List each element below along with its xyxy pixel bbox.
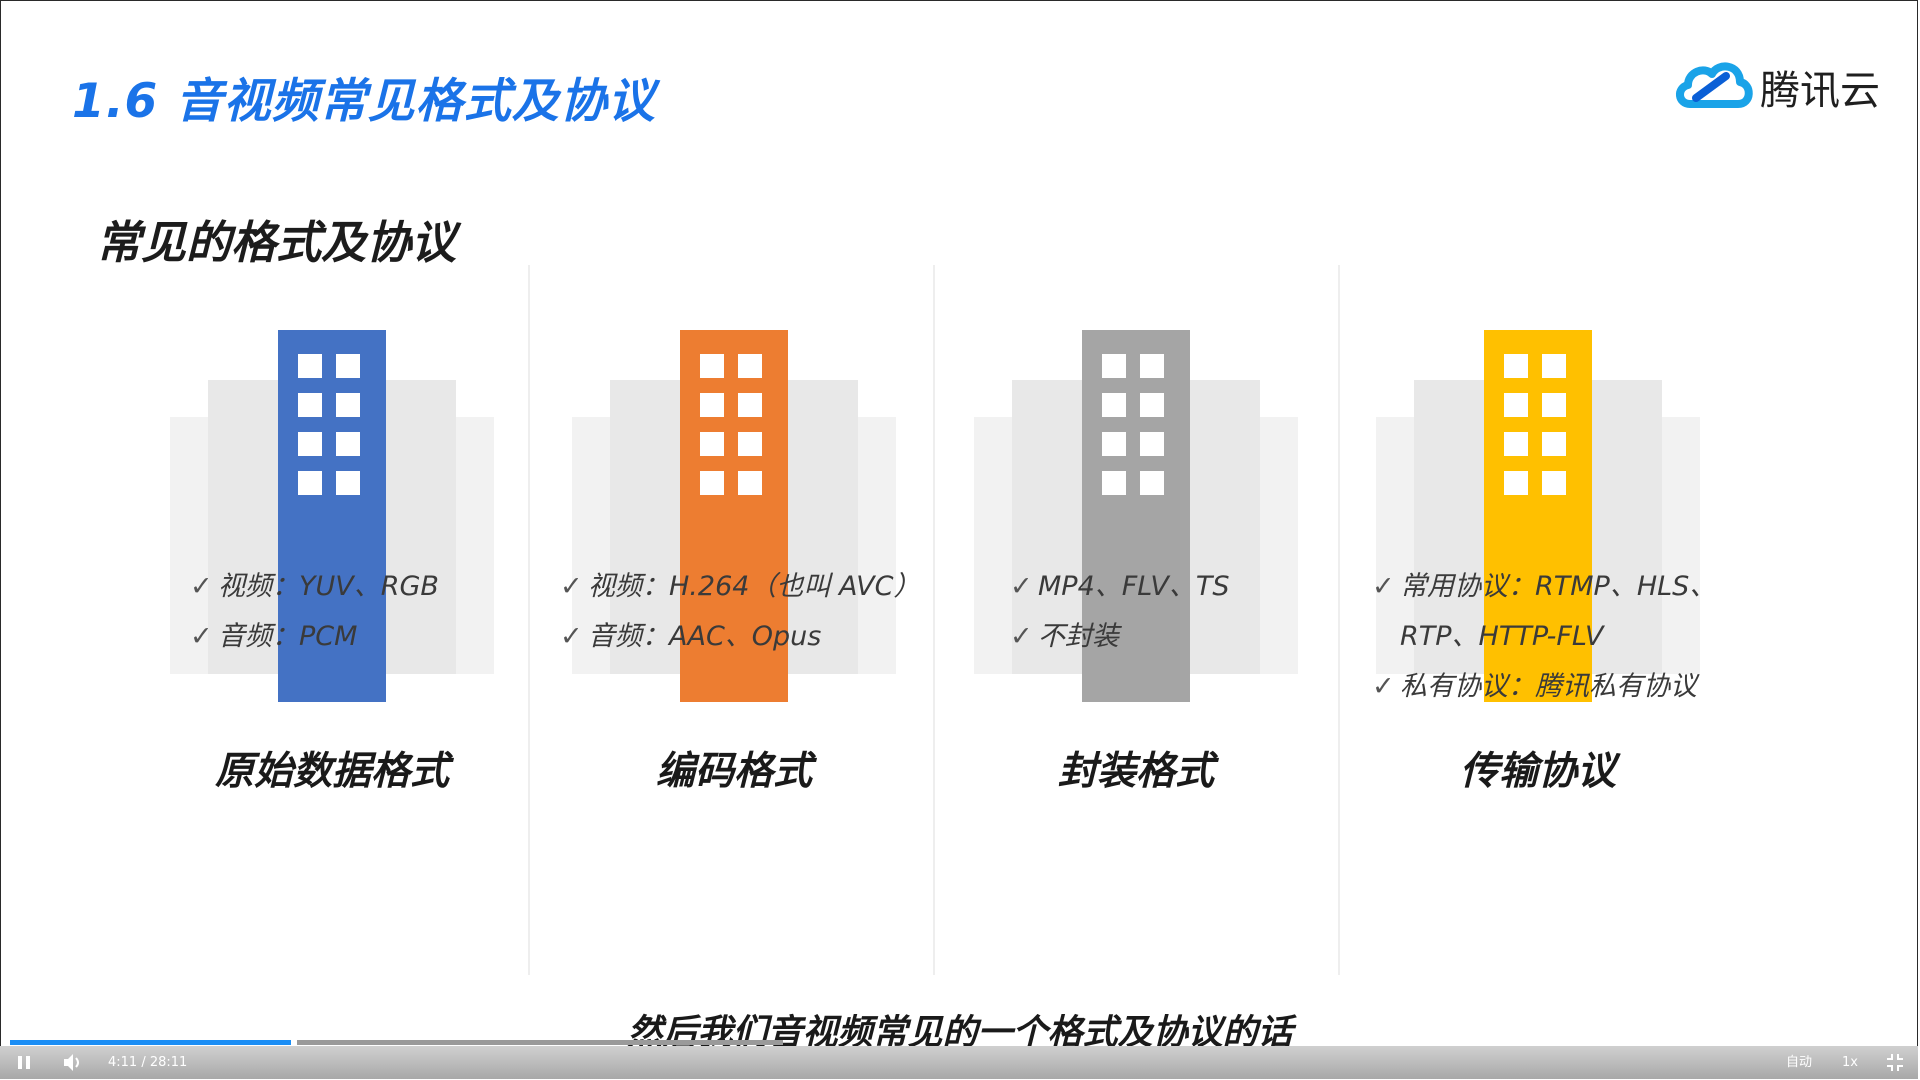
building-window [738,354,762,378]
building-window [738,432,762,456]
check-icon: ✓ [190,621,213,652]
building-window [700,471,724,495]
volume-icon[interactable] [62,1046,84,1079]
building-window [1504,471,1528,495]
building-window [1504,432,1528,456]
quality-selector[interactable]: 自动 [1786,1055,1813,1070]
building-window [1102,354,1126,378]
column-divider [1338,265,1340,975]
slide-title: 1.6 音视频常见格式及协议 [72,74,656,129]
building-tower [1484,330,1592,702]
building-window [700,432,724,456]
building-window [700,393,724,417]
building-window [298,393,322,417]
check-icon: ✓ [560,571,583,602]
building-window [1102,393,1126,417]
list-item-text: 视频：H.264（也叫 AVC） [588,571,921,602]
building-window [336,354,360,378]
format-column: 原始数据格式 [132,260,532,980]
list-item-text: 音频：AAC、Opus [588,621,822,652]
played-bar [10,1040,292,1045]
column-divider [528,265,530,975]
list-item-text: MP4、FLV、TS [1038,571,1230,602]
list-item-text: 音频：PCM [218,621,358,652]
building-tower [278,330,386,702]
player-controls: 4:11 / 28:11 自动 1x [0,1046,1918,1079]
building-window [298,354,322,378]
building-tower [1082,330,1190,702]
section-title: 常见的格式及协议 [96,216,457,269]
building-window [1140,354,1164,378]
logo-text: 腾讯云 [1760,68,1880,114]
building-window [1140,471,1164,495]
format-column: 传输协议 [1338,260,1738,980]
list-item-text: 常用协议：RTMP、HLS、 [1400,571,1717,602]
time-display: 4:11 / 28:11 [108,1055,188,1070]
speed-selector[interactable]: 1x [1842,1055,1858,1070]
building-window [336,471,360,495]
building-window [1542,471,1566,495]
exit-fullscreen-icon[interactable] [1884,1046,1906,1079]
building-window [1542,393,1566,417]
check-icon: ✓ [1372,671,1395,702]
building-icon [534,260,934,720]
building-window [1102,471,1126,495]
building-tower [680,330,788,702]
building-window [1542,432,1566,456]
format-column: 封装格式 [936,260,1336,980]
column-divider [933,265,935,975]
building-window [1542,354,1566,378]
check-icon: ✓ [1010,621,1033,652]
building-window [298,471,322,495]
format-column: 编码格式 [534,260,934,980]
building-icon [132,260,532,720]
check-icon: ✓ [1010,571,1033,602]
building-window [700,354,724,378]
list-item-text: 私有协议：腾讯私有协议 [1400,671,1697,702]
check-icon: ✓ [190,571,213,602]
building-window [1504,354,1528,378]
building-window [1102,432,1126,456]
column-title: 原始数据格式 [214,749,449,794]
list-item-text: 视频：YUV、RGB [218,571,439,602]
building-icon [1338,260,1738,720]
building-window [1140,393,1164,417]
list-item-text: 不封装 [1038,621,1119,652]
building-window [298,432,322,456]
check-icon: ✓ [1372,571,1395,602]
pause-icon[interactable] [14,1046,34,1079]
buffered-bar [297,1040,784,1045]
check-icon: ✓ [560,621,583,652]
building-window [738,393,762,417]
column-title: 编码格式 [655,749,812,794]
column-title: 封装格式 [1057,749,1214,794]
tencent-cloud-logo: 腾讯云 [1674,52,1884,116]
building-window [1140,432,1164,456]
cloud-logo-icon [1676,62,1753,108]
building-window [336,432,360,456]
video-progress-bar[interactable] [10,1040,1910,1045]
building-window [738,471,762,495]
building-icon [936,260,1336,720]
column-title: 传输协议 [1459,749,1616,794]
list-item-text: RTP、HTTP-FLV [1400,621,1604,652]
building-window [1504,393,1528,417]
building-window [336,393,360,417]
